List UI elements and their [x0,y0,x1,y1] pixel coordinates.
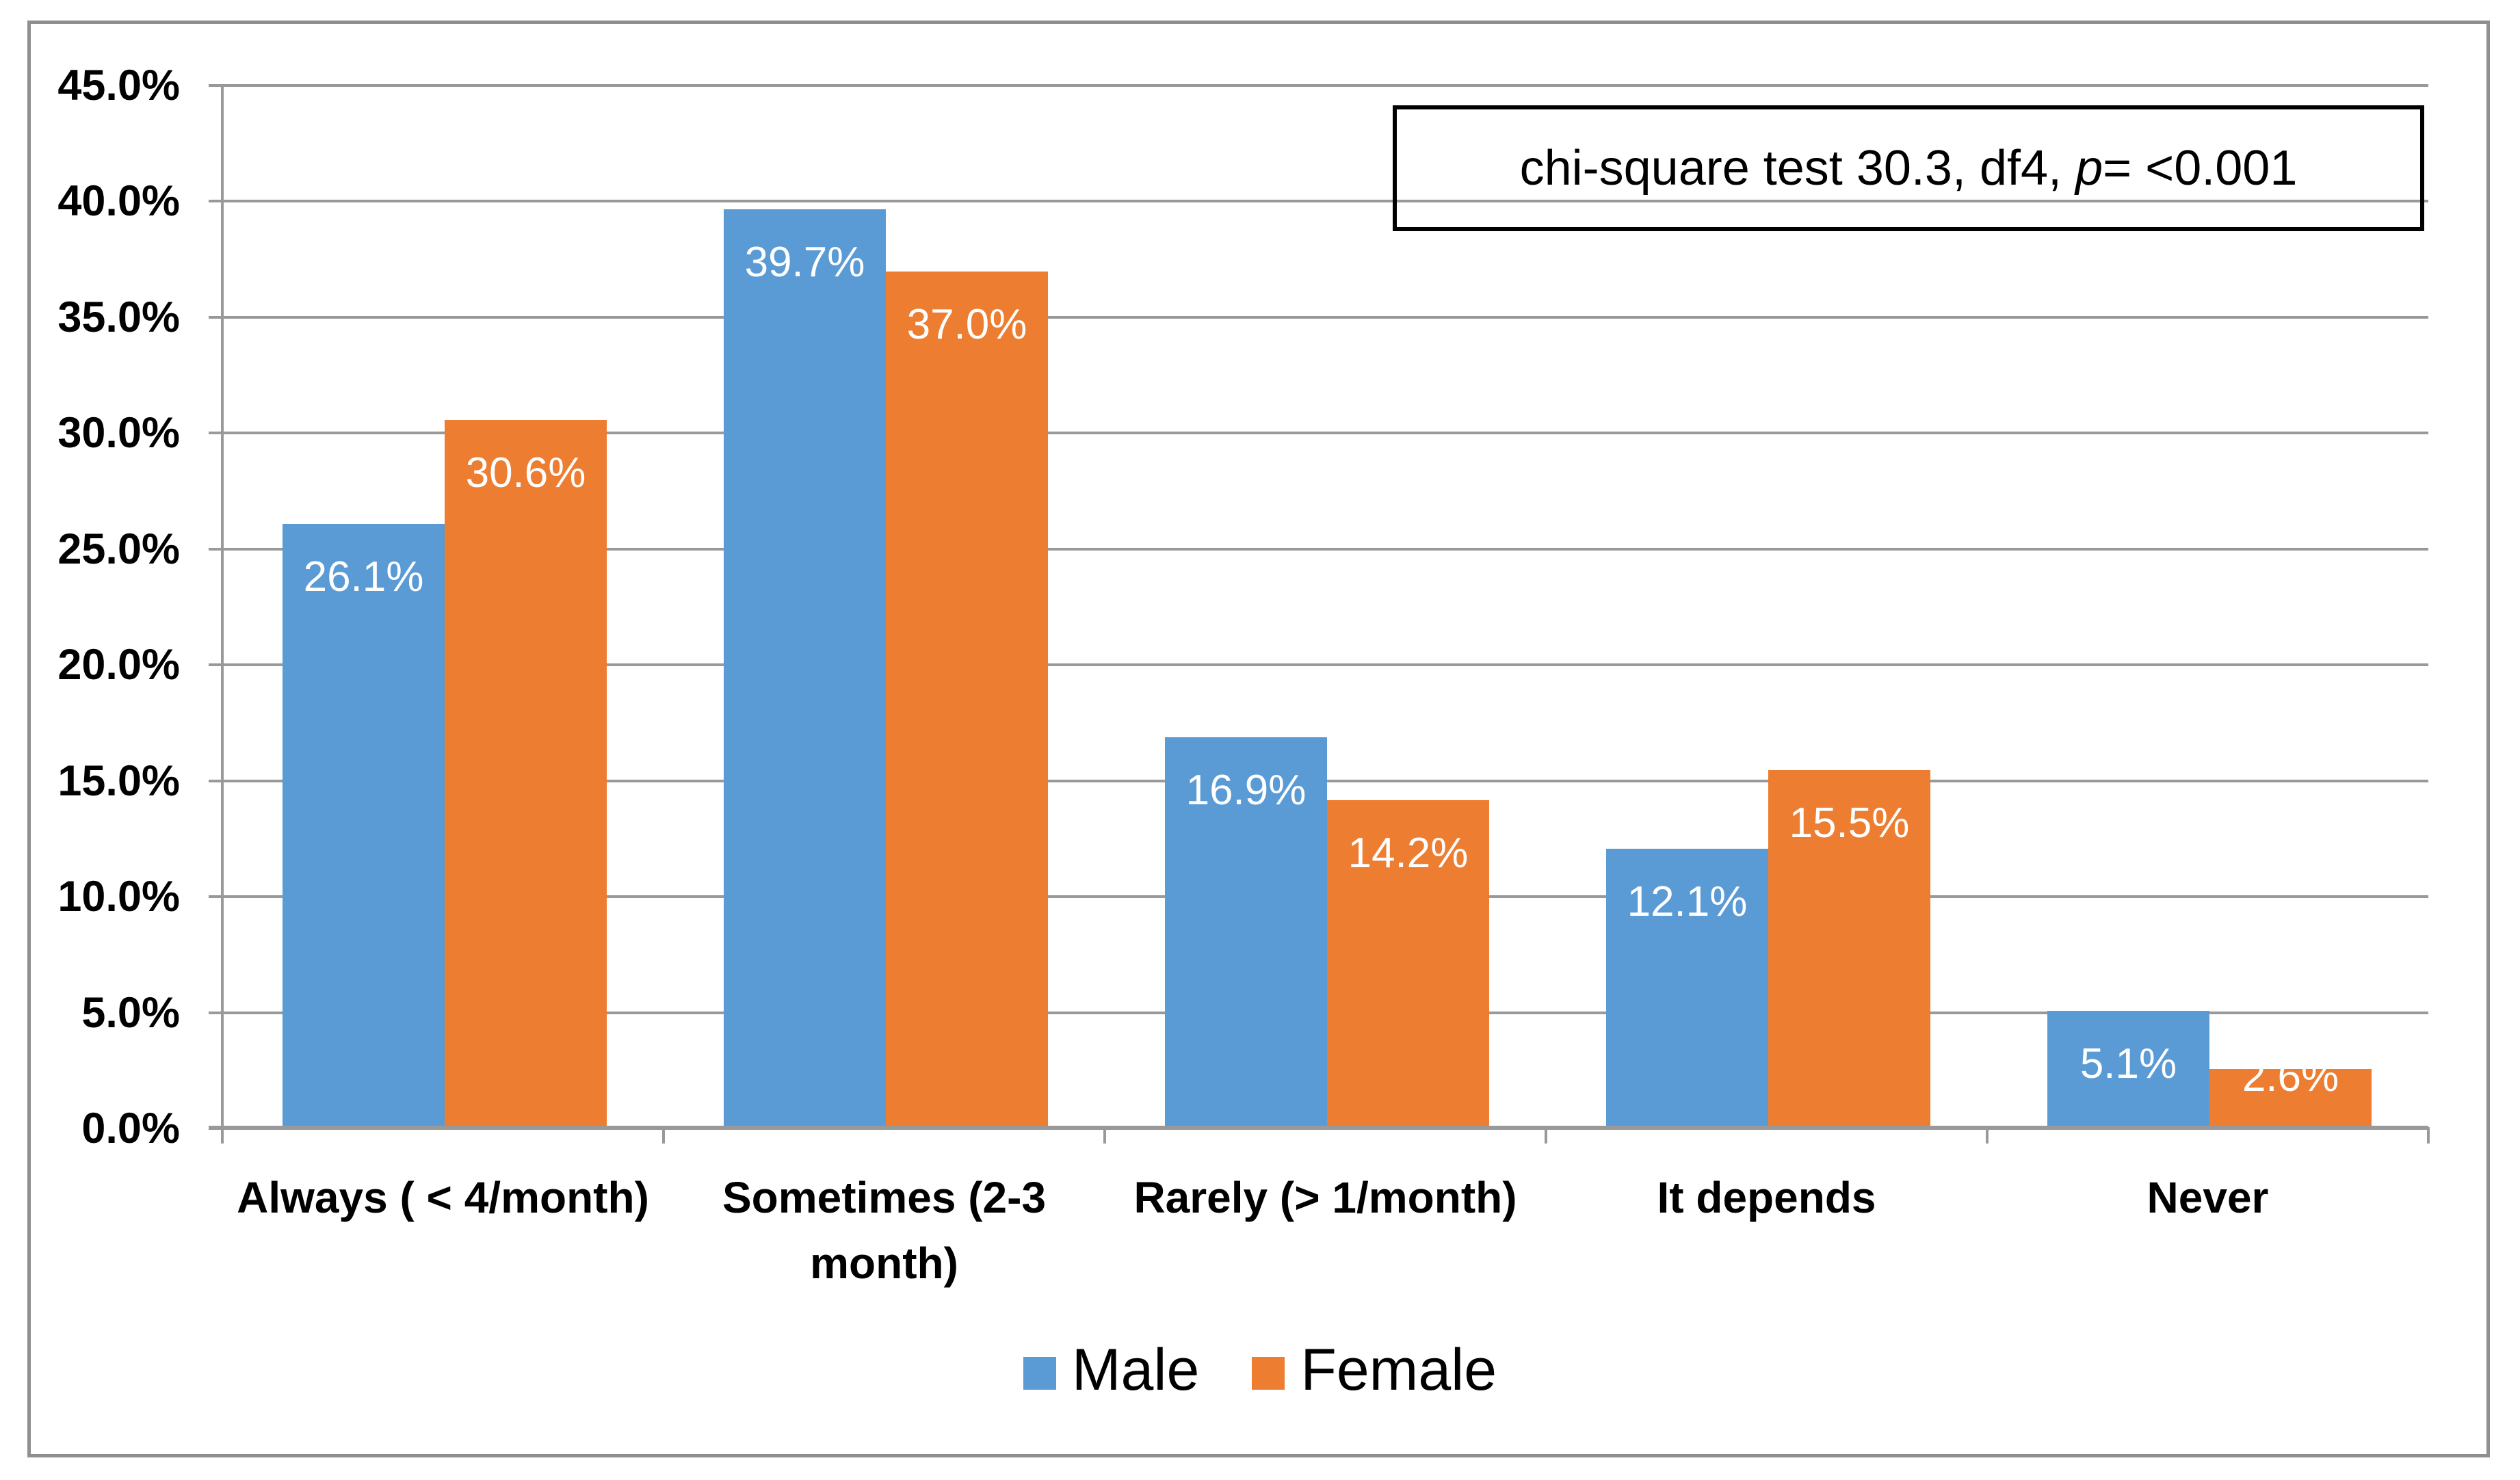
annotation-p-symbol: p [2075,141,2103,196]
category-boundary-tick-3 [1545,1127,1547,1144]
y-axis-tick-label: 20.0% [57,641,180,689]
female-bar-2 [1327,800,1489,1129]
male-bar-0 [283,524,445,1129]
x-axis-category-label-2: Rarely (> 1/month) [1133,1173,1517,1222]
category-boundary-tick-1 [662,1127,665,1144]
female-bar-label-4: 2.6% [2242,1053,2339,1100]
female-bar-label-1: 37.0% [906,301,1027,348]
female-bar-label-3: 15.5% [1789,800,1910,847]
annotation-text-suffix: = <0.001 [2103,141,2298,196]
y-axis-line [221,83,224,1144]
y-axis-tick-label: 15.0% [57,756,180,805]
male-bar-4 [2047,1011,2209,1129]
female-bar-4 [2209,1069,2372,1129]
x-axis-category-label-0: Always ( < 4/month) [237,1173,649,1222]
y-axis-tick-label: 45.0% [57,61,180,109]
male-bar-3 [1606,849,1768,1129]
x-axis-category-label-3: It depends [1657,1173,1876,1222]
male-bar-label-0: 26.1% [303,553,424,600]
y-axis-tick-label: 35.0% [57,293,180,341]
gridline-20 [209,663,2428,667]
female-bar-0 [445,420,607,1129]
female-legend-label: Female [1300,1337,1497,1403]
male-legend-label: Male [1071,1337,1200,1403]
male-bar-label-2: 16.9% [1185,767,1307,814]
female-series-swatch [1252,1357,1285,1390]
chart-outer-border [27,21,2490,1457]
male-bar-2 [1165,737,1327,1129]
legend-item-female: Female [1252,1340,1497,1408]
x-axis-line [209,1126,2428,1129]
female-bar-label-2: 14.2% [1348,830,1469,877]
gridline-30 [209,432,2428,435]
legend: Male Female [0,1340,2520,1408]
y-axis-tick-label: 10.0% [57,873,180,921]
female-bar-label-0: 30.6% [465,449,586,497]
male-series-swatch [1023,1357,1056,1390]
annotation-text-prefix: chi-square test 30.3, df4, [1519,141,2076,196]
male-bar-1 [724,209,886,1129]
gridline-35 [209,315,2428,319]
legend-item-male: Male [1023,1340,1199,1408]
male-bar-label-1: 39.7% [744,239,865,286]
gridline-45 [209,83,2428,87]
x-axis-category-label-4: Never [2147,1173,2269,1222]
male-bar-label-4: 5.1% [2079,1040,2177,1087]
y-axis-tick-label: 0.0% [81,1105,180,1152]
y-axis-tick-label: 30.0% [57,409,180,458]
annotation-box: chi-square test 30.3, df4, p = <0.001 [1393,105,2424,231]
x-axis-category-label-1: Sometimes (2-3 month) [722,1173,1047,1288]
y-axis-tick-label: 40.0% [57,177,180,226]
female-bar-1 [886,272,1048,1129]
y-axis-tick-label: 25.0% [57,525,180,573]
category-boundary-tick-2 [1103,1127,1106,1144]
female-bar-3 [1768,770,1930,1129]
category-boundary-tick-5 [2427,1127,2430,1144]
y-axis-tick-label: 5.0% [81,988,180,1037]
category-boundary-tick-0 [221,1127,224,1144]
male-bar-label-3: 12.1% [1627,878,1748,925]
gridline-25 [209,547,2428,551]
category-boundary-tick-4 [1986,1127,1989,1144]
gridline-40 [209,200,2428,203]
